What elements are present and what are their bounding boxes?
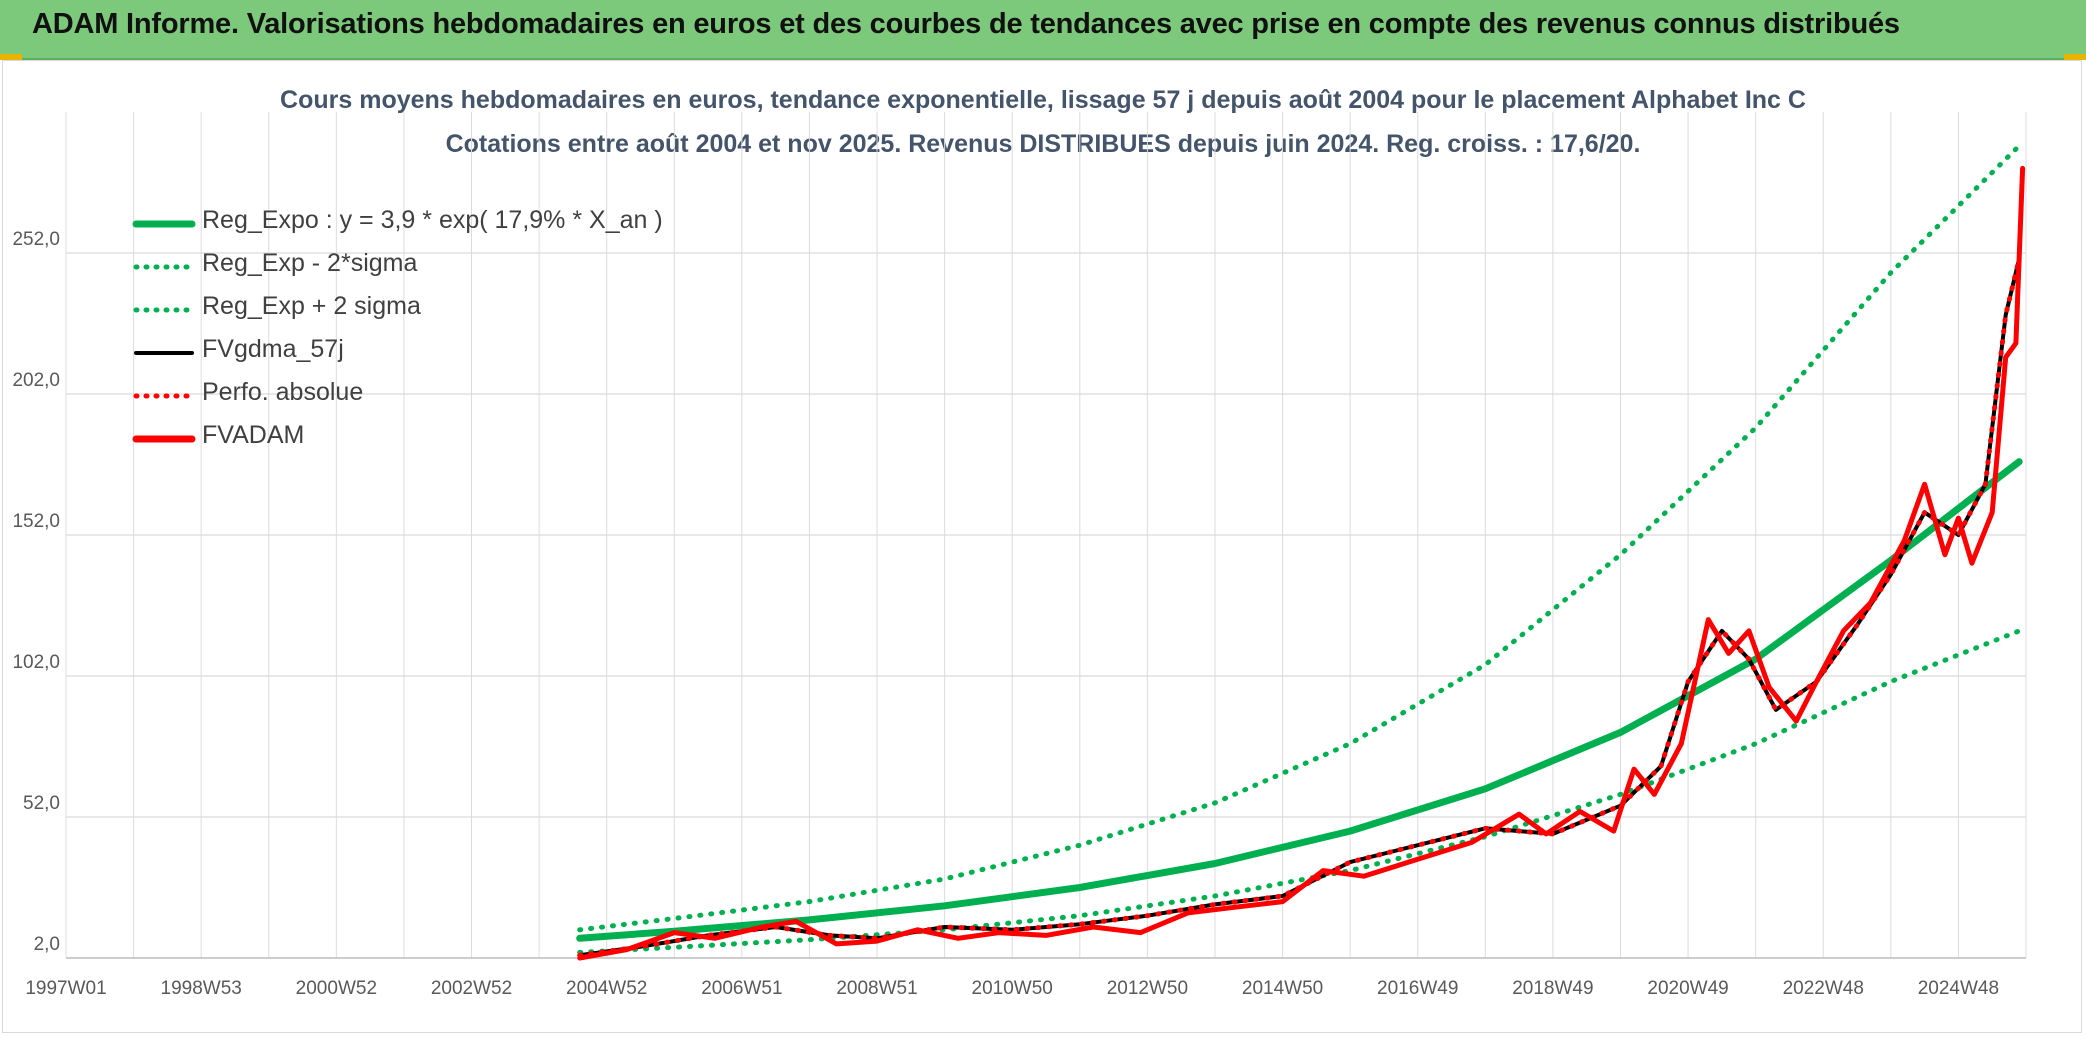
series-line-fvgdma [577,256,2022,958]
x-tick-label: 2014W50 [1242,978,1323,999]
x-tick-label: 2010W50 [972,978,1053,999]
legend-swatch [133,307,195,313]
y-tick-label: 2,0 [34,934,60,955]
corner-marker-left [0,54,22,60]
x-tick-label: 2004W52 [566,978,647,999]
y-axis-ticks: 2,0 52,0 102,0 152,0 202,0 252,0 [12,229,60,955]
chart-frame [2,60,2082,1033]
x-tick-label: 2024W48 [1918,978,1999,999]
y-tick-label: 202,0 [12,370,60,391]
legend-swatch [132,435,196,443]
y-tick-label: 102,0 [12,652,60,673]
chart-subtitle: Cotations entre août 2004 et nov 2025. R… [445,130,1641,158]
series-line-reg-expo [576,458,2023,942]
legend-swatch [134,351,194,355]
chart-series [576,143,2026,961]
legend-label: FVgdma_57j [202,335,344,363]
y-tick-label: 152,0 [12,511,60,532]
chart-grid [65,112,2027,959]
x-tick-label: 2012W50 [1107,978,1188,999]
legend-label: FVADAM [202,421,305,449]
y-tick-label: 52,0 [23,793,60,814]
x-tick-label: 2008W51 [836,978,917,999]
x-tick-label: 2006W51 [701,978,782,999]
x-axis-ticks: 1997W01 1998W53 2000W52 2002W52 2004W52 2006W… [25,978,1999,999]
x-tick-label: 1997W01 [25,978,106,999]
series-line-reg-exp-minus [577,628,2022,955]
legend-label: Reg_Expo : y = 3,9 * exp( 17,9% * X_an ) [202,206,663,234]
legend-label: Perfo. absolue [202,378,364,406]
x-tick-label: 2016W49 [1377,978,1458,999]
x-tick-label: 1998W53 [161,978,242,999]
x-tick-label: 2018W49 [1512,978,1593,999]
legend-swatch [132,220,196,228]
series-line-perfo-absolue [577,256,2022,958]
x-tick-label: 2000W52 [296,978,377,999]
x-tick-label: 2020W49 [1647,978,1728,999]
series-line-reg-exp-plus [577,143,2022,933]
x-tick-label: 2002W52 [431,978,512,999]
y-tick-label: 252,0 [12,229,60,250]
legend-swatch [133,264,195,270]
report-title: ADAM Informe. Valorisations hebdomadaire… [32,8,1900,40]
corner-marker-right [2064,54,2086,60]
legend-label: Reg_Exp + 2 sigma [202,292,421,320]
report-banner: ADAM Informe. Valorisations hebdomadaire… [0,0,2086,60]
chart-title: Cours moyens hebdomadaires en euros, ten… [280,86,1806,114]
legend-label: Reg_Exp - 2*sigma [202,249,418,277]
series-line-fvadam [577,165,2026,961]
x-tick-label: 2022W48 [1783,978,1864,999]
legend-swatch [133,393,195,399]
